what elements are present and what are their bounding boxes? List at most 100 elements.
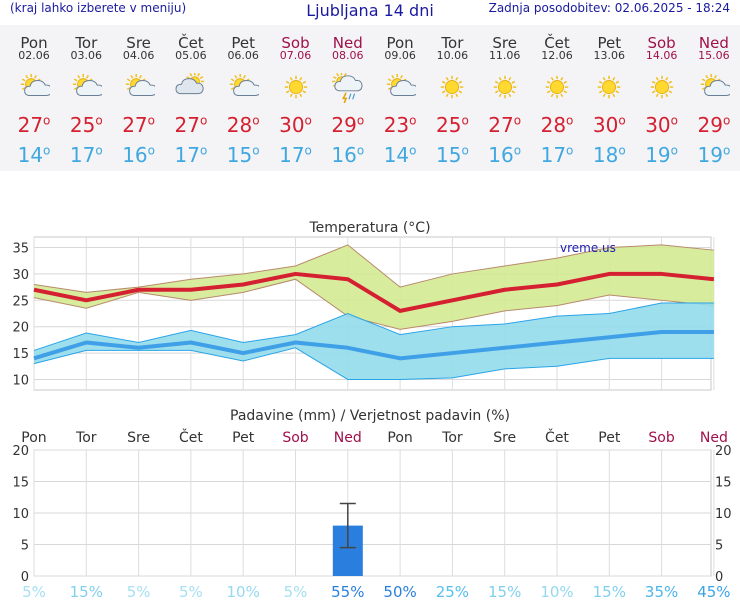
temp-min: 16o [122,143,155,167]
temp-band-upper [33,302,714,351]
last-updated: Zadnja posodobitev: 02.06.2025 - 18:24 [488,1,730,15]
temp-max: 28o [226,113,260,137]
day-column: Sob 07.06 30o 17o [270,25,322,171]
temp-min: 17o [279,143,312,167]
temp-range-band [34,302,714,380]
temp-min-value: 19 [645,143,671,167]
day-date: 05.06 [175,49,207,62]
temp-min-value: 19 [697,143,723,167]
precip-day-label: Pet [232,430,255,446]
temp-min-value: 17 [69,143,96,167]
temp-tick-label: 25 [12,294,29,309]
day-date: 02.06 [18,49,50,62]
precip-tick-label-left: 5 [21,539,29,554]
precip-probability-label: 15% [593,583,626,600]
temp-tick-label: 20 [12,321,29,336]
day-column: Sre 04.06 27o 16o [113,25,165,171]
temp-min-value: 17 [279,143,305,167]
day-column: Tor 10.06 25o 15o [426,25,478,171]
day-date: 04.06 [122,49,155,62]
temp-max-value: 27 [488,113,514,137]
day-name: Ned [332,34,363,52]
temp-max: 23o [383,113,417,137]
sun-cloud-icon [386,73,417,96]
temp-max-value: 27 [122,113,148,137]
precip-day-label: Sre [127,430,150,446]
temp-min: 15o [435,143,469,167]
thunderstorm-icon [331,73,363,103]
day-name: Sre [492,34,517,52]
temp-min: 18o [592,143,626,167]
temp-min: 16o [488,143,522,167]
temp-min-value: 16 [331,143,357,167]
day-date: 14.06 [645,49,678,62]
precip-tick-label-left: 20 [12,444,29,459]
precip-day-label: Tor [75,430,97,446]
precip-tick-label-right: 5 [715,539,723,554]
temp-min-value: 14 [17,143,44,167]
temp-max-value: 29 [331,113,357,137]
temp-max: 27o [17,113,51,137]
sun-icon [598,75,621,99]
watermark: vreme.us [560,241,616,255]
temp-min: 16o [331,143,365,167]
temp-max: 28o [540,113,574,137]
temp-min-value: 16 [488,143,514,167]
precip-day-label: Sre [493,430,516,446]
precip-tick-label-right: 15 [715,476,732,491]
temp-series-line [33,329,714,361]
day-date: 13.06 [593,49,626,62]
day-column: Ned 15.06 29o 19o [688,25,740,171]
day-name: Sob [281,34,310,52]
precip-day-label: Pon [387,430,412,446]
day-name: Pet [597,34,622,52]
temp-max: 27o [488,113,522,137]
day-column: Čet 05.06 27o 17o [165,25,217,171]
day-name: Pon [386,34,414,52]
precip-tick-label-right: 0 [715,570,723,585]
sun-cloud-icon [700,73,730,96]
precip-probability-label: 5% [284,583,308,600]
sun-icon [284,75,307,99]
day-name: Tor [75,34,98,52]
day-date: 10.06 [436,49,469,62]
temp-min-value: 17 [540,143,567,167]
day-name: Ned [698,34,729,52]
day-column: Pon 02.06 27o 14o [8,25,60,171]
temp-min: 19o [697,143,731,167]
precip-day-label: Pon [21,430,46,446]
precip-probability-label: 25% [436,583,469,600]
sun-icon [441,75,464,99]
temp-max-value: 30 [645,113,671,137]
day-date: 15.06 [698,49,730,62]
temp-min-value: 18 [592,143,619,167]
temp-max: 29o [331,113,365,137]
temp-max-value: 28 [226,113,253,137]
day-name: Čet [178,34,204,52]
temp-min: 14o [383,143,417,167]
day-name: Sre [126,34,151,52]
precip-chart-title: Padavine (mm) / Verjetnost padavin (%) [230,408,510,424]
temp-min: 15o [226,143,260,167]
precip-day-label: Tor [441,430,463,446]
temp-min-value: 15 [435,143,462,167]
temp-max-value: 27 [17,113,44,137]
precip-day-label: Pet [598,430,621,446]
precip-probability-label: 35% [645,583,678,600]
day-name: Čet [544,34,570,52]
temp-max-value: 25 [69,113,96,137]
menu-hint[interactable]: (kraj lahko izberete v meniju) [10,1,187,15]
sun-icon [545,75,569,99]
temp-min-value: 17 [174,143,200,167]
temp-max: 25o [69,113,103,137]
temp-min: 17o [540,143,574,167]
temp-min: 17o [174,143,208,167]
temp-tick-label: 10 [12,373,29,388]
temp-range-band [34,244,714,330]
temp-tick-label: 35 [12,242,29,257]
precip-day-label: Čet [545,428,569,446]
day-column: Sob 14.06 30o 19o [636,25,688,171]
temp-max: 27o [122,113,155,137]
precip-day-label: Čet [179,428,203,446]
sun-icon [650,75,673,99]
